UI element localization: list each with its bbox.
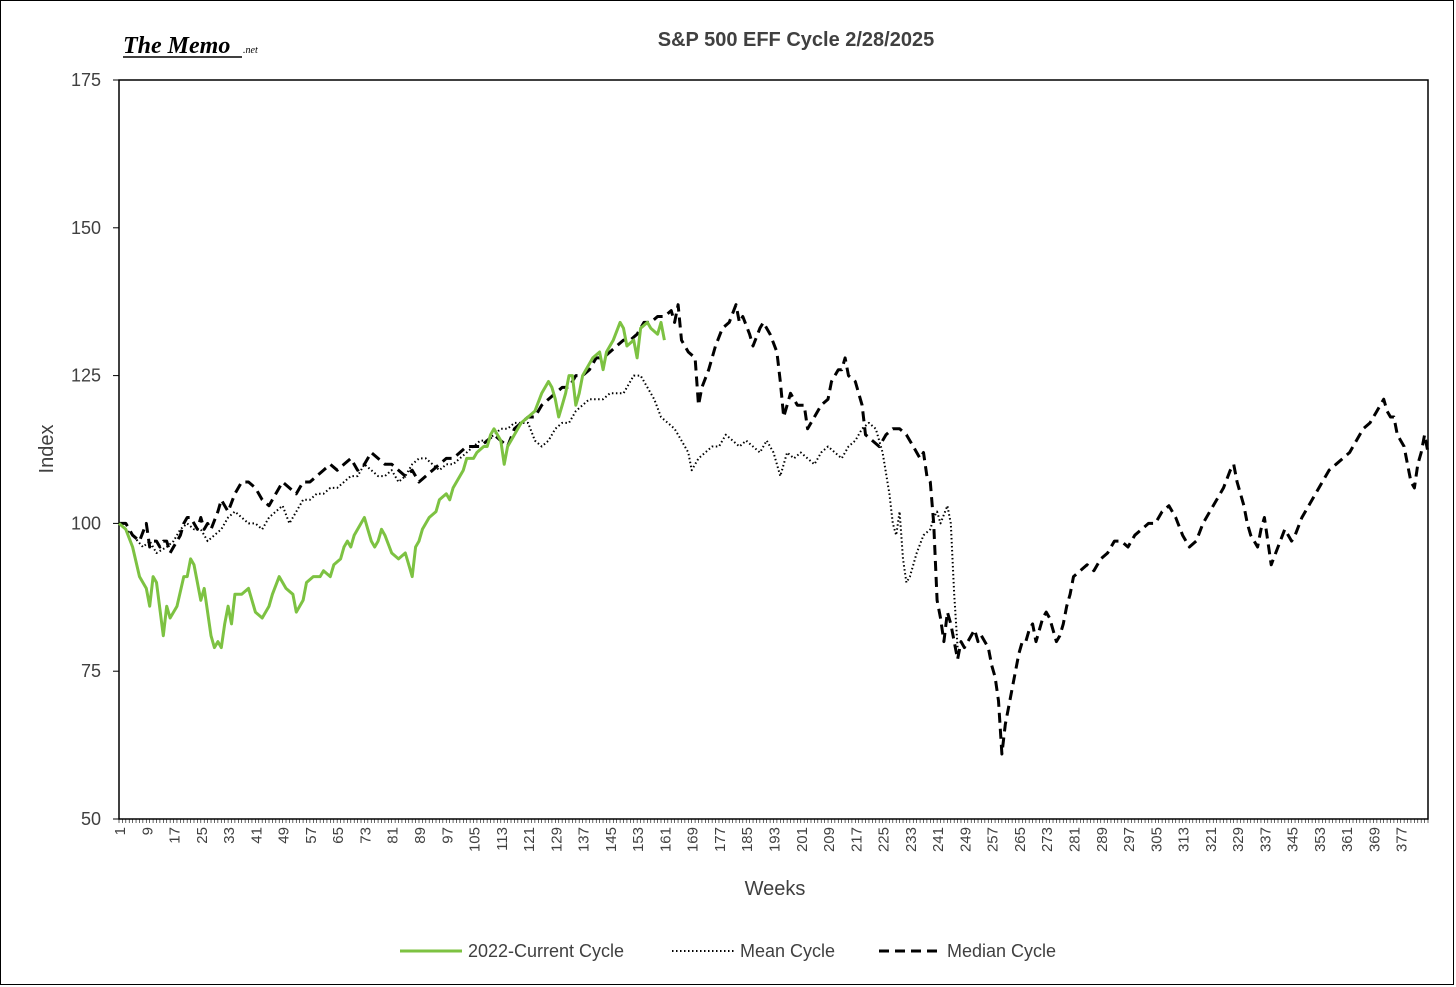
x-tick-label: 201 xyxy=(794,827,811,852)
x-tick-label: 233 xyxy=(903,827,920,852)
x-tick-label: 129 xyxy=(548,827,565,852)
x-tick-label: 49 xyxy=(276,827,293,844)
x-tick-label: 177 xyxy=(712,827,729,852)
x-tick-label: 225 xyxy=(876,827,893,852)
x-axis-label: Weeks xyxy=(745,878,806,900)
x-tick-label: 33 xyxy=(221,827,238,844)
x-tick-label: 305 xyxy=(1148,827,1165,852)
x-tick-label: 185 xyxy=(739,827,756,852)
x-tick-label: 369 xyxy=(1366,827,1383,852)
y-axis-ticks: 50 75 100 125 150 175 xyxy=(71,70,119,829)
x-tick-label: 361 xyxy=(1339,827,1356,852)
x-tick-label: 337 xyxy=(1257,827,1274,852)
x-tick-label: 257 xyxy=(985,827,1002,852)
x-tick-label: 313 xyxy=(1176,827,1193,852)
x-tick-label: 25 xyxy=(194,827,211,844)
x-tick-label: 377 xyxy=(1394,827,1411,852)
legend-label: Median Cycle xyxy=(947,941,1056,961)
x-tick-label: 273 xyxy=(1039,827,1056,852)
x-tick-label: 161 xyxy=(657,827,674,852)
x-tick-label: 249 xyxy=(957,827,974,852)
x-tick-label: 217 xyxy=(848,827,865,852)
x-tick-label: 145 xyxy=(603,827,620,852)
x-tick-label: 281 xyxy=(1066,827,1083,852)
x-tick-label: 289 xyxy=(1094,827,1111,852)
y-tick-label: 175 xyxy=(71,70,101,90)
x-tick-label: 65 xyxy=(330,827,347,844)
x-tick-label: 321 xyxy=(1203,827,1220,852)
y-tick-label: 100 xyxy=(71,513,101,533)
x-tick-label: 137 xyxy=(576,827,593,852)
y-axis-label: Index xyxy=(36,425,58,474)
x-tick-label: 345 xyxy=(1285,827,1302,852)
x-tick-label: 193 xyxy=(767,827,784,852)
legend-label: 2022-Current Cycle xyxy=(468,941,624,961)
x-tick-label: 329 xyxy=(1230,827,1247,852)
series-line-median-cycle xyxy=(119,303,1430,756)
legend: 2022-Current Cycle Mean Cycle Median Cycle xyxy=(400,941,1056,961)
y-tick-label: 50 xyxy=(81,809,101,829)
x-tick-label: 297 xyxy=(1121,827,1138,852)
x-tick-label: 89 xyxy=(412,827,429,844)
x-tick-label: 9 xyxy=(139,827,156,835)
brand-logo-suffix: .net xyxy=(243,45,258,56)
brand-logo: The Memo xyxy=(123,33,230,59)
x-tick-label: 1 xyxy=(112,827,129,835)
x-tick-label: 73 xyxy=(357,827,374,844)
x-tick-label: 41 xyxy=(248,827,265,844)
x-tick-label: 209 xyxy=(821,827,838,852)
x-tick-label: 265 xyxy=(1012,827,1029,852)
x-tick-label: 113 xyxy=(494,827,511,851)
x-axis-ticks: 1 9 17 25 33 41 49 57 65 73 81 89 97 105 113 121 129 137 1… xyxy=(112,819,1429,852)
x-tick-label: 169 xyxy=(685,827,702,852)
x-tick-label: 17 xyxy=(167,827,184,844)
x-tick-label: 57 xyxy=(303,827,320,844)
x-tick-label: 353 xyxy=(1312,827,1329,852)
x-tick-label: 121 xyxy=(521,827,538,852)
x-tick-label: 105 xyxy=(467,827,484,852)
y-tick-label: 125 xyxy=(71,366,101,386)
y-tick-label: 150 xyxy=(71,218,101,238)
legend-label: Mean Cycle xyxy=(740,941,835,961)
series-line-2022-current-cycle xyxy=(118,320,666,650)
x-tick-label: 97 xyxy=(439,827,456,844)
series-lines xyxy=(118,303,1430,756)
x-tick-label: 81 xyxy=(385,827,402,844)
chart-title: S&P 500 EFF Cycle 2/28/2025 xyxy=(658,29,934,51)
y-tick-label: 75 xyxy=(81,661,101,681)
x-tick-label: 153 xyxy=(630,827,647,852)
x-tick-label: 241 xyxy=(930,827,947,852)
plot-area xyxy=(118,79,1429,820)
series-line-mean-cycle xyxy=(118,374,959,648)
